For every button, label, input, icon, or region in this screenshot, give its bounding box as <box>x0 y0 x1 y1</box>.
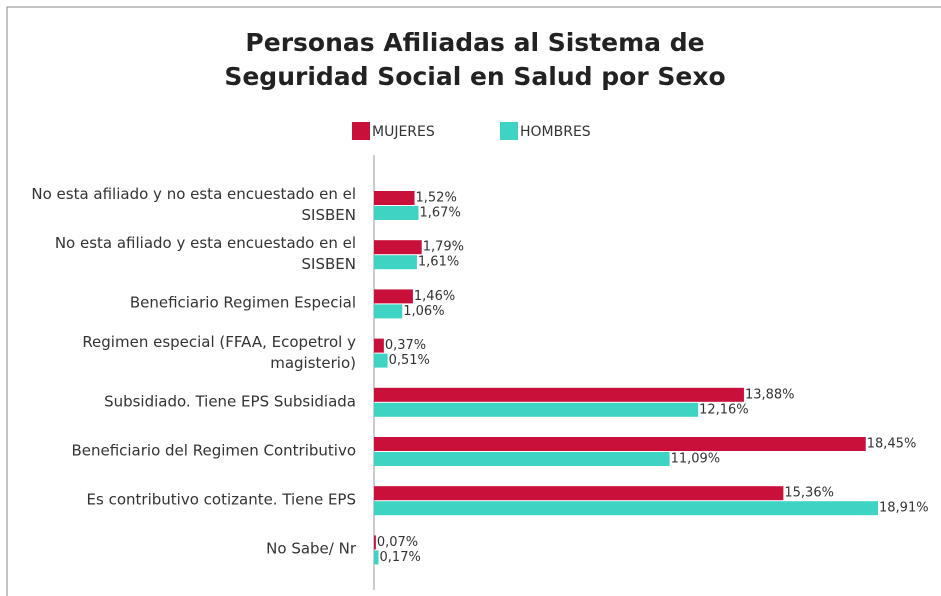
value-label: 12,16% <box>699 402 749 417</box>
legend-label: HOMBRES <box>520 124 591 140</box>
value-label: 11,09% <box>671 452 721 467</box>
category-label: Beneficiario del Regimen Contributivo <box>71 441 356 460</box>
value-label: 18,91% <box>879 501 929 516</box>
value-label: 0,17% <box>380 550 421 565</box>
bar <box>374 240 422 255</box>
bar <box>374 535 376 550</box>
value-label: 1,67% <box>420 206 461 221</box>
bar <box>374 452 670 466</box>
value-label: 1,79% <box>423 240 464 255</box>
bar <box>374 304 403 319</box>
bar <box>374 353 388 368</box>
category-label: Es contributivo cotizante. Tiene EPS <box>86 490 356 509</box>
bar <box>374 387 744 402</box>
bar <box>374 501 878 516</box>
frame <box>6 6 941 596</box>
category-label: Regimen especial (FFAA, Ecopetrol y magi… <box>82 332 356 372</box>
legend-swatch <box>352 122 370 140</box>
value-label: 1,46% <box>414 289 455 304</box>
category-label: Beneficiario Regimen Especial <box>129 293 356 312</box>
bar <box>374 255 417 270</box>
value-label: 13,88% <box>745 387 795 402</box>
legend-swatch <box>500 122 518 140</box>
chart-title: Personas Afiliadas al Sistema de Segurid… <box>224 28 726 91</box>
category-label: No esta afiliado y no esta encuestado en… <box>31 185 356 224</box>
bar <box>374 486 784 501</box>
category-label: No Sabe/ Nr <box>266 539 356 558</box>
category-label: Subsidiado. Tiene EPS Subsidiada <box>104 392 356 411</box>
category-label: No esta afiliado y esta encuestado en el… <box>54 234 356 274</box>
bar <box>374 289 413 304</box>
value-label: 1,61% <box>418 255 459 270</box>
legend-label: MUJERES <box>372 124 435 140</box>
value-label: 1,06% <box>403 304 444 319</box>
bar <box>374 206 419 220</box>
bar <box>374 437 866 451</box>
value-label: 0,07% <box>377 535 418 550</box>
value-label: 1,52% <box>416 191 457 206</box>
value-label: 18,45% <box>867 437 917 452</box>
bar <box>374 338 384 353</box>
value-label: 15,36% <box>784 486 834 501</box>
bar <box>374 402 699 417</box>
value-label: 0,37% <box>385 338 426 353</box>
bar <box>374 191 415 205</box>
value-label: 0,51% <box>389 353 430 368</box>
bar <box>374 550 379 565</box>
